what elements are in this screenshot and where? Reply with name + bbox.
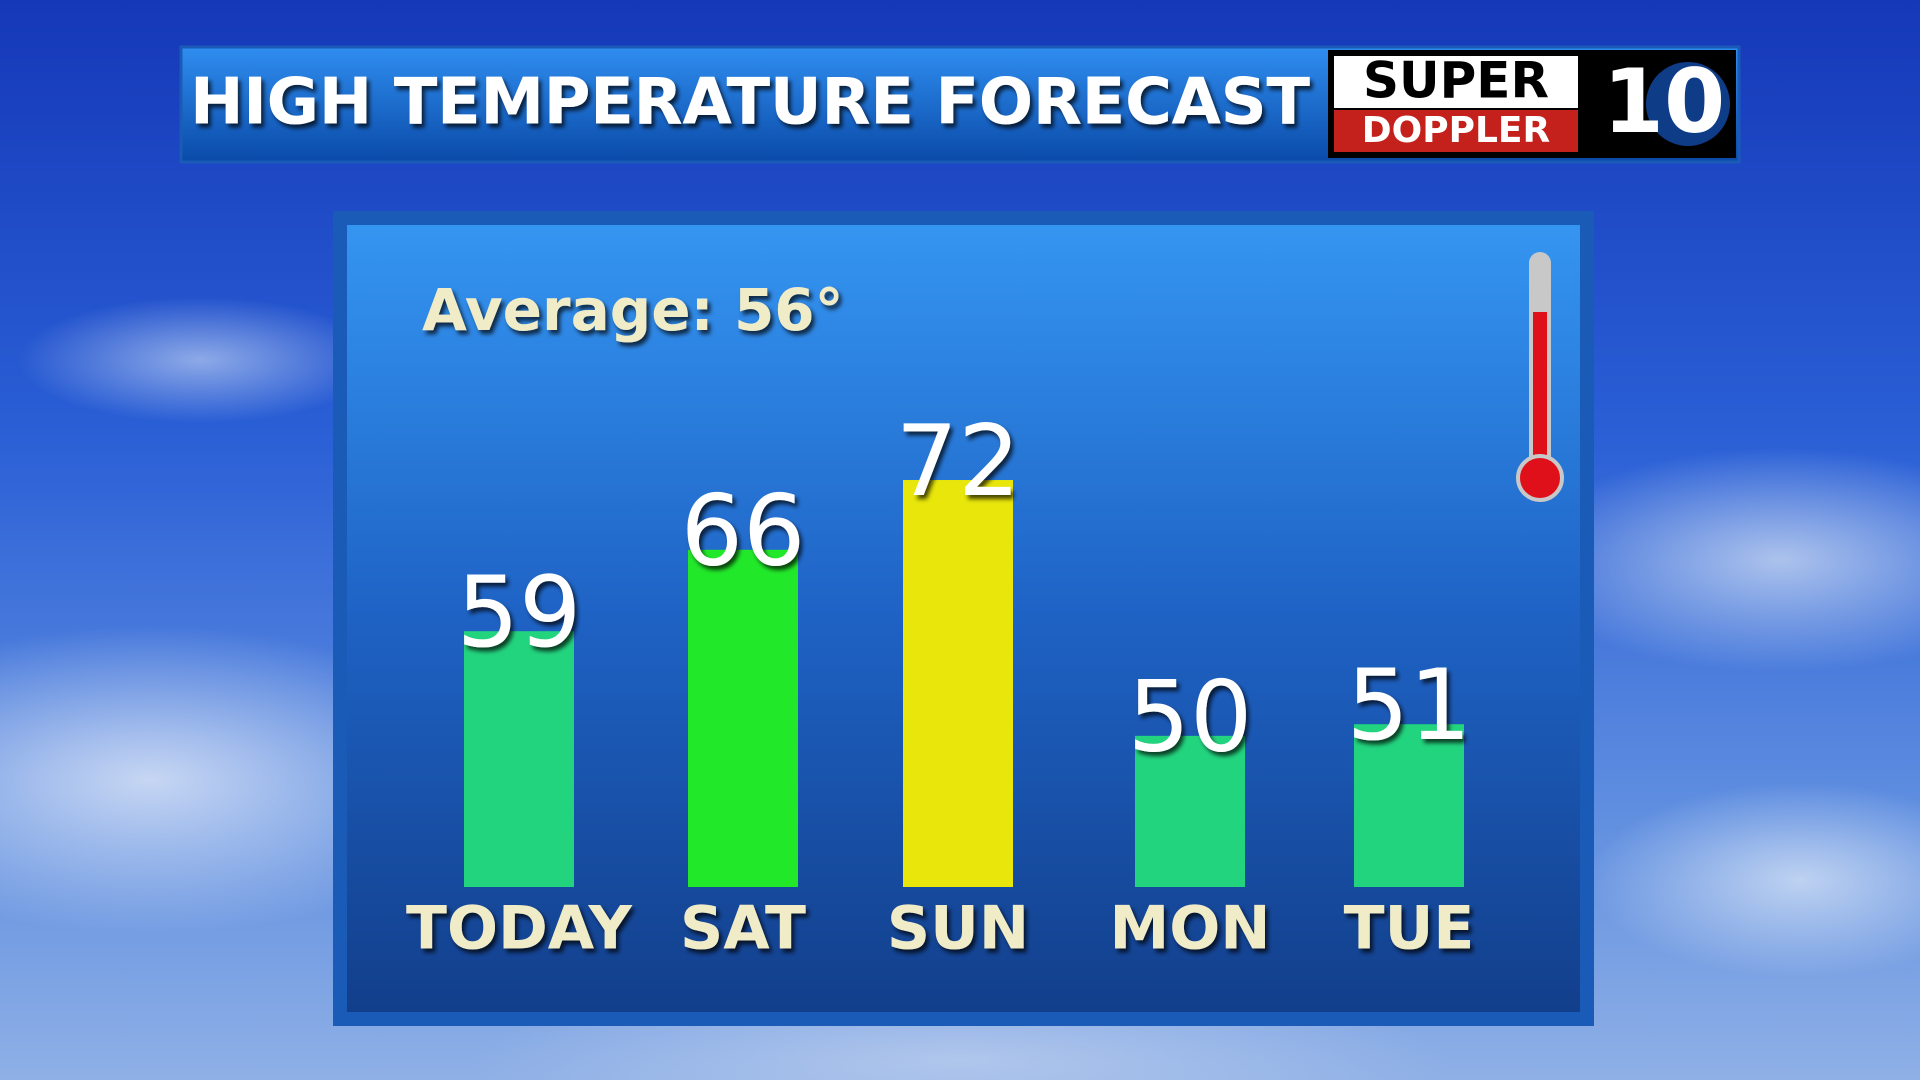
value-label: 59 [457, 556, 582, 670]
category-label: SAT [680, 894, 806, 964]
category-label: TUE [1344, 894, 1475, 964]
logo: SUPER DOPPLER 10 [1328, 50, 1736, 158]
bar [1135, 735, 1245, 887]
category-label: SUN [887, 894, 1029, 964]
logo-number: 10 [1603, 50, 1725, 153]
value-label: 66 [681, 475, 806, 589]
logo-doppler: DOPPLER [1362, 110, 1551, 151]
header-title: HIGH TEMPERATURE FORECAST [190, 66, 1310, 140]
bar [903, 480, 1013, 887]
value-label: 51 [1347, 649, 1472, 763]
bar [688, 549, 798, 887]
value-label: 50 [1128, 661, 1253, 775]
category-label: MON [1110, 894, 1271, 964]
value-label: 72 [896, 405, 1021, 519]
bar [464, 631, 574, 887]
category-label: TODAY [406, 894, 633, 964]
logo-super: SUPER [1363, 52, 1549, 110]
average-annotation: Average: 56° [422, 276, 844, 344]
thermometer-icon [1516, 252, 1564, 502]
bar [1354, 724, 1464, 887]
